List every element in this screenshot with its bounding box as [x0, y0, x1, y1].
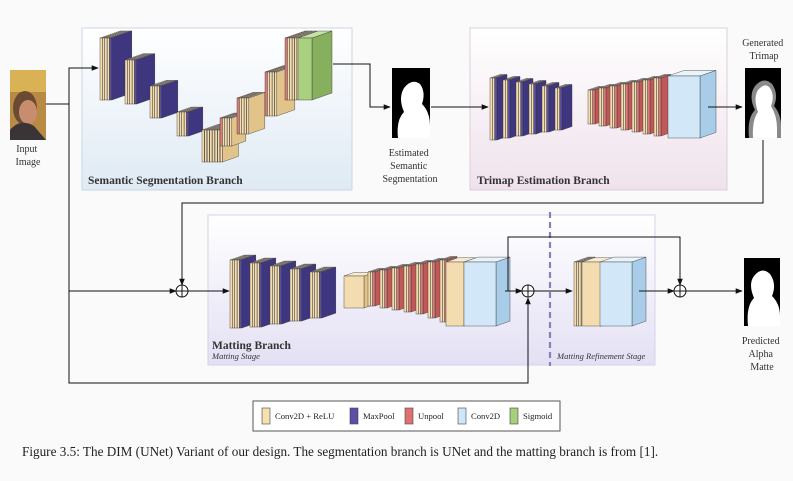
legend-item-conv-relu: Conv2D + ReLU	[261, 407, 335, 425]
maxpool-layer	[186, 106, 204, 137]
conv2d-layer	[667, 70, 717, 139]
legend-label: Conv2D + ReLU	[275, 411, 335, 421]
legend-item-unpool: Unpool	[404, 407, 444, 425]
generated-trimap-image	[745, 68, 781, 138]
legend-label: Unpool	[418, 411, 444, 421]
legend-item-conv2d: Conv2D	[457, 407, 500, 425]
sigmoid-layer	[297, 30, 333, 101]
estimated-segmentation-image	[392, 68, 430, 138]
conv2d-layer	[463, 256, 511, 327]
sum-node	[521, 284, 535, 298]
estimated-segmentation-label: Estimated Semantic Segmentation	[383, 148, 438, 185]
predicted-alpha-matte-label: Predicted Alpha Matte	[742, 336, 782, 373]
legend-label: Sigmoid	[523, 411, 553, 421]
legend-swatch	[349, 407, 359, 425]
matting-stage-label: Matting Stage	[211, 351, 260, 361]
connections	[46, 63, 764, 384]
semantic-panel-title: Semantic Segmentation Branch	[88, 175, 243, 187]
sum-node	[175, 284, 189, 298]
sum-node	[673, 284, 687, 298]
input-image	[10, 70, 46, 140]
refinement-stage-label: Matting Refinement Stage	[556, 351, 646, 361]
figure-caption: Figure 3.5: The DIM (UNet) Variant of ou…	[22, 444, 659, 459]
predicted-alpha-matte-image	[744, 258, 780, 326]
legend-label: MaxPool	[363, 411, 395, 421]
conv-relu-layer	[246, 92, 265, 135]
legend-swatch	[261, 407, 271, 425]
legend-item-sigmoid: Sigmoid	[509, 407, 553, 425]
trimap-panel-title: Trimap Estimation Branch	[477, 175, 610, 187]
maxpool-layer	[159, 80, 179, 119]
legend-label: Conv2D	[471, 411, 500, 421]
matting-panel-title: Matting Branch	[212, 340, 292, 352]
legend-item-maxpool: MaxPool	[349, 407, 395, 425]
conv2d-layer	[599, 256, 647, 327]
legend-swatch	[404, 407, 414, 425]
legend-swatch	[509, 407, 519, 425]
generated-trimap-label: Generated Trimap	[742, 38, 786, 62]
legend-swatch	[457, 407, 467, 425]
maxpool-layer	[559, 84, 573, 131]
input-image-label: Input Image	[16, 144, 42, 168]
maxpool-layer	[319, 266, 336, 319]
legend: Conv2D + ReLU MaxPool Unpool Conv2D Sigmoid	[252, 400, 561, 432]
